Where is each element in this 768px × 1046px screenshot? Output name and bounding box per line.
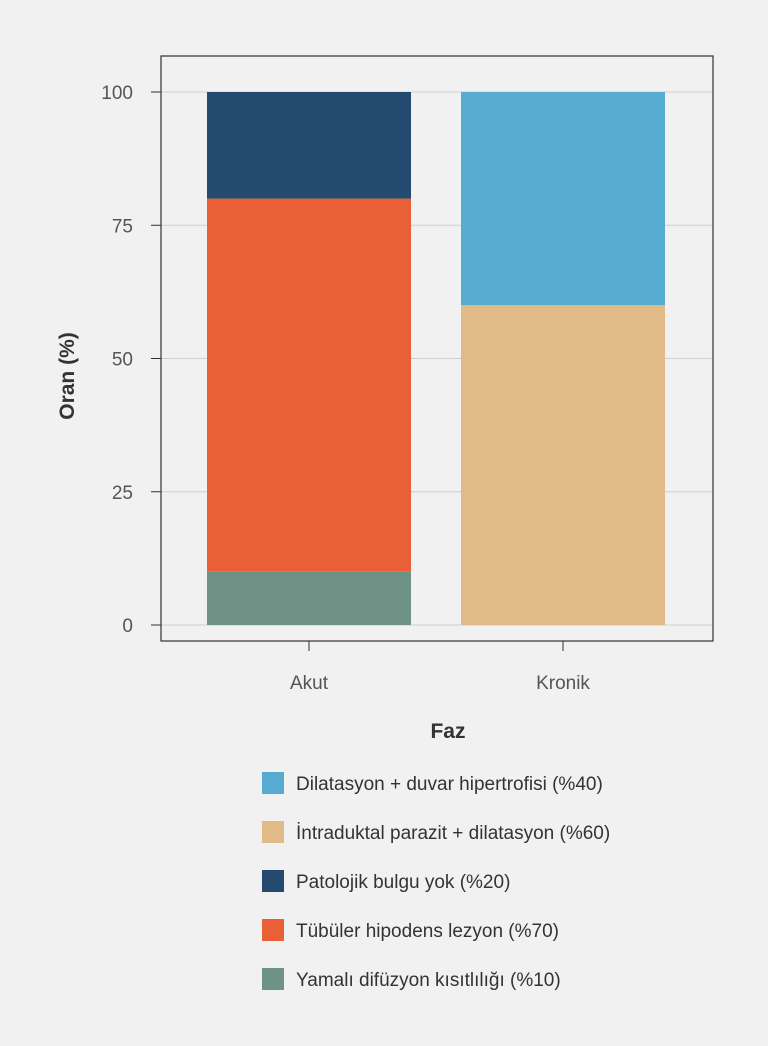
x-tick-label: Kronik: [536, 673, 590, 694]
legend-swatch: [262, 772, 284, 794]
legend-label: Dilatasyon + duvar hipertrofisi (%40): [296, 774, 603, 795]
legend-swatch: [262, 870, 284, 892]
bar-segment: [207, 571, 411, 625]
y-tick-label: 0: [122, 616, 133, 637]
bar-segment: [207, 198, 411, 572]
y-axis-title: Oran (%): [56, 332, 79, 420]
x-tick-label: Akut: [290, 673, 329, 694]
y-tick-label: 75: [112, 216, 133, 237]
y-axis: 0 25 50 75 100: [101, 83, 161, 637]
y-tick-label: 100: [101, 83, 133, 104]
bar-segment: [207, 92, 411, 199]
legend-swatch: [262, 821, 284, 843]
plot-frame: [160, 55, 714, 642]
bars: [207, 92, 665, 625]
bar-segment: [461, 92, 665, 306]
bar-segment: [461, 305, 665, 625]
x-axis: Akut Kronik: [290, 641, 590, 694]
legend-label: Yamalı difüzyon kısıtlılığı (%10): [296, 970, 561, 991]
legend-label: İntraduktal parazit + dilatasyon (%60): [296, 823, 610, 844]
legend-label: Patolojik bulgu yok (%20): [296, 872, 510, 893]
legend-label: Tübüler hipodens lezyon (%70): [296, 921, 559, 942]
y-tick-label: 50: [112, 350, 133, 371]
legend: Dilatasyon + duvar hipertrofisi (%40) İnt…: [262, 772, 610, 991]
y-tick-label: 25: [112, 483, 133, 504]
legend-swatch: [262, 968, 284, 990]
x-axis-title: Faz: [430, 720, 465, 743]
legend-swatch: [262, 919, 284, 941]
